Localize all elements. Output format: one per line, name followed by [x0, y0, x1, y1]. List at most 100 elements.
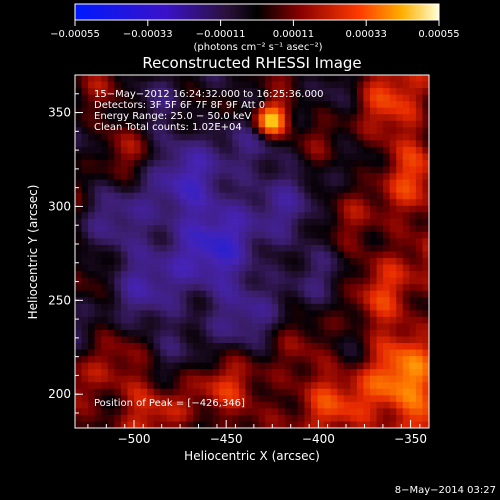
heatmap-cell — [278, 297, 286, 305]
heatmap-cell — [324, 310, 332, 318]
heatmap-cell — [81, 140, 89, 148]
heatmap-cell — [271, 133, 279, 141]
heatmap-cell — [265, 179, 273, 187]
heatmap-cell — [317, 81, 325, 89]
heatmap-cell — [238, 336, 246, 344]
heatmap-cell — [383, 146, 391, 154]
heatmap-cell — [193, 159, 200, 167]
heatmap-cell — [173, 114, 181, 122]
heatmap-cell — [193, 343, 200, 350]
heatmap-cell — [160, 349, 168, 357]
heatmap-cell — [343, 284, 351, 292]
heatmap-cell — [232, 107, 240, 115]
heatmap-cell — [311, 251, 318, 259]
heatmap-cell — [396, 199, 404, 207]
heatmap-cell — [409, 290, 417, 298]
heatmap-cell — [376, 414, 384, 422]
heatmap-cell — [107, 101, 115, 109]
heatmap-cell — [94, 140, 102, 148]
heatmap-cell — [107, 114, 115, 122]
heatmap-cell — [396, 329, 404, 337]
heatmap-cell — [153, 356, 161, 364]
heatmap-cell — [134, 258, 141, 265]
heatmap-cell — [409, 166, 417, 174]
heatmap-cell — [356, 323, 364, 331]
heatmap-cell — [356, 271, 364, 279]
heatmap-cell — [107, 369, 115, 377]
heatmap-cell — [114, 114, 122, 122]
heatmap-cell — [402, 75, 410, 82]
heatmap-cell — [350, 323, 358, 331]
heatmap-cell — [212, 297, 220, 305]
heatmap-cell — [304, 271, 312, 279]
heatmap-cell — [271, 81, 279, 89]
heatmap-cell — [199, 212, 207, 220]
heatmap-cell — [337, 310, 345, 318]
heatmap-cell — [114, 421, 122, 428]
heatmap-cell — [81, 251, 89, 259]
heatmap-cell — [258, 310, 266, 318]
heatmap-cell — [402, 329, 410, 337]
heatmap-cell — [88, 212, 96, 220]
heatmap-cell — [265, 401, 273, 409]
heatmap-cell — [356, 166, 364, 174]
heatmap-cell — [370, 408, 377, 416]
heatmap-cell — [330, 362, 338, 370]
heatmap-cell — [422, 231, 429, 239]
heatmap-cell — [363, 133, 371, 141]
heatmap-cell — [134, 173, 141, 180]
heatmap-cell — [120, 120, 128, 128]
heatmap-cell — [134, 388, 141, 396]
heatmap-cell — [363, 114, 371, 122]
heatmap-cell — [376, 88, 384, 96]
heatmap-cell — [94, 284, 102, 292]
heatmap-cell — [232, 127, 240, 135]
heatmap-cell — [383, 88, 391, 96]
heatmap-cell — [114, 343, 122, 350]
heatmap-cell — [317, 362, 325, 370]
heatmap-cell — [225, 94, 233, 102]
heatmap-cell — [356, 231, 364, 239]
heatmap-cell — [160, 421, 168, 428]
heatmap-cell — [376, 107, 384, 115]
heatmap-cell — [370, 192, 377, 200]
heatmap-cell — [107, 199, 115, 207]
heatmap-cell — [94, 218, 102, 226]
heatmap-cell — [75, 231, 82, 239]
heatmap-cell — [383, 81, 391, 89]
heatmap-cell — [304, 101, 312, 109]
heatmap-cell — [422, 310, 429, 318]
heatmap-cell — [206, 414, 214, 422]
heatmap-cell — [153, 101, 161, 109]
heatmap-cell — [88, 218, 96, 226]
heatmap-cell — [311, 264, 318, 272]
heatmap-cell — [245, 238, 253, 246]
annotation-counts: Clean Total counts: 1.02E+04 — [94, 122, 242, 133]
heatmap-cell — [153, 421, 161, 428]
heatmap-cell — [160, 414, 168, 422]
heatmap-cell — [311, 114, 318, 122]
heatmap-cell — [330, 316, 338, 324]
heatmap-cell — [363, 323, 371, 331]
heatmap-cell — [409, 414, 417, 422]
heatmap-cell — [317, 231, 325, 239]
heatmap-cell — [101, 310, 109, 318]
heatmap-cell — [324, 225, 332, 233]
heatmap-cell — [284, 388, 292, 396]
heatmap-cell — [173, 225, 181, 233]
heatmap-cell — [147, 192, 155, 200]
heatmap-cell — [238, 140, 246, 148]
heatmap-cell — [147, 94, 155, 102]
heatmap-cell — [324, 133, 332, 141]
heatmap-cell — [363, 369, 371, 377]
heatmap-cell — [271, 205, 279, 213]
heatmap-cell — [363, 375, 371, 383]
heatmap-cell — [127, 264, 135, 272]
heatmap-cell — [127, 192, 135, 200]
heatmap-cell — [370, 323, 377, 331]
heatmap-cell — [238, 323, 246, 331]
heatmap-cell — [383, 120, 391, 128]
heatmap-cell — [147, 199, 155, 207]
heatmap-cell — [173, 258, 181, 265]
heatmap-cell — [179, 146, 187, 154]
